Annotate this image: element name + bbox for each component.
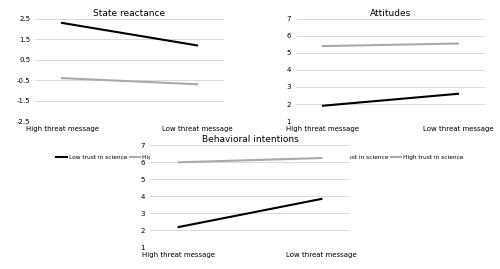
Legend: Low trust in science, High trust in science: Low trust in science, High trust in scie…: [315, 153, 466, 162]
Legend: Low trust in science, High trust in science: Low trust in science, High trust in scie…: [54, 153, 205, 162]
Title: Attitudes: Attitudes: [370, 9, 411, 18]
Title: State reactance: State reactance: [94, 9, 166, 18]
Title: Behavioral intentions: Behavioral intentions: [202, 136, 298, 144]
